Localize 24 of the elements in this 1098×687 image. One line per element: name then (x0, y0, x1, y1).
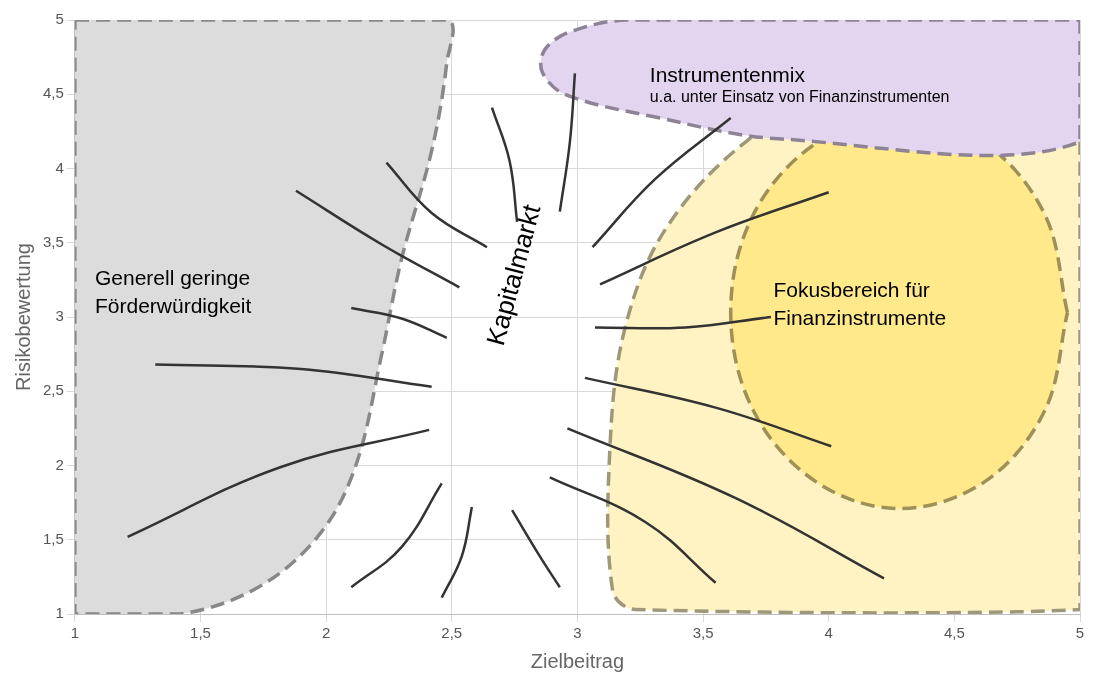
y-tick-label: 2 (55, 455, 64, 473)
x-tick-label: 4,5 (943, 624, 965, 642)
x-tick-label: 5 (1075, 624, 1085, 642)
y-tick-label: 3,5 (42, 232, 64, 250)
y-tick-label: 2,5 (42, 381, 64, 399)
y-tick-label: 1 (55, 604, 64, 622)
annotation: u.a. unter Einsatz von Finanzinstrumenten (649, 87, 950, 105)
x-tick-label: 2 (321, 624, 331, 642)
x-axis-title: Zielbeitrag (530, 649, 625, 672)
x-tick-label: 3,5 (692, 624, 714, 642)
x-tick-label: 4 (824, 624, 833, 642)
x-tick-label: 1 (70, 624, 80, 642)
annotation: Generell geringe Förderwürdigkeit (94, 266, 252, 318)
y-tick-label: 3 (55, 307, 64, 325)
y-tick-label: 4 (55, 158, 64, 176)
x-tick-label: 3 (573, 624, 582, 642)
x-tick-label: 1,5 (190, 624, 211, 642)
annotation: Fokusbereich für Finanzinstrumente (773, 277, 947, 329)
y-tick-label: 4,5 (42, 84, 64, 102)
x-tick-label: 2,5 (441, 624, 463, 642)
annotation: Instrumentenmix (649, 63, 806, 87)
y-tick-label: 5 (55, 10, 64, 28)
y-tick-label: 1,5 (42, 529, 64, 547)
y-axis-title: Risikobewertung (11, 243, 34, 391)
